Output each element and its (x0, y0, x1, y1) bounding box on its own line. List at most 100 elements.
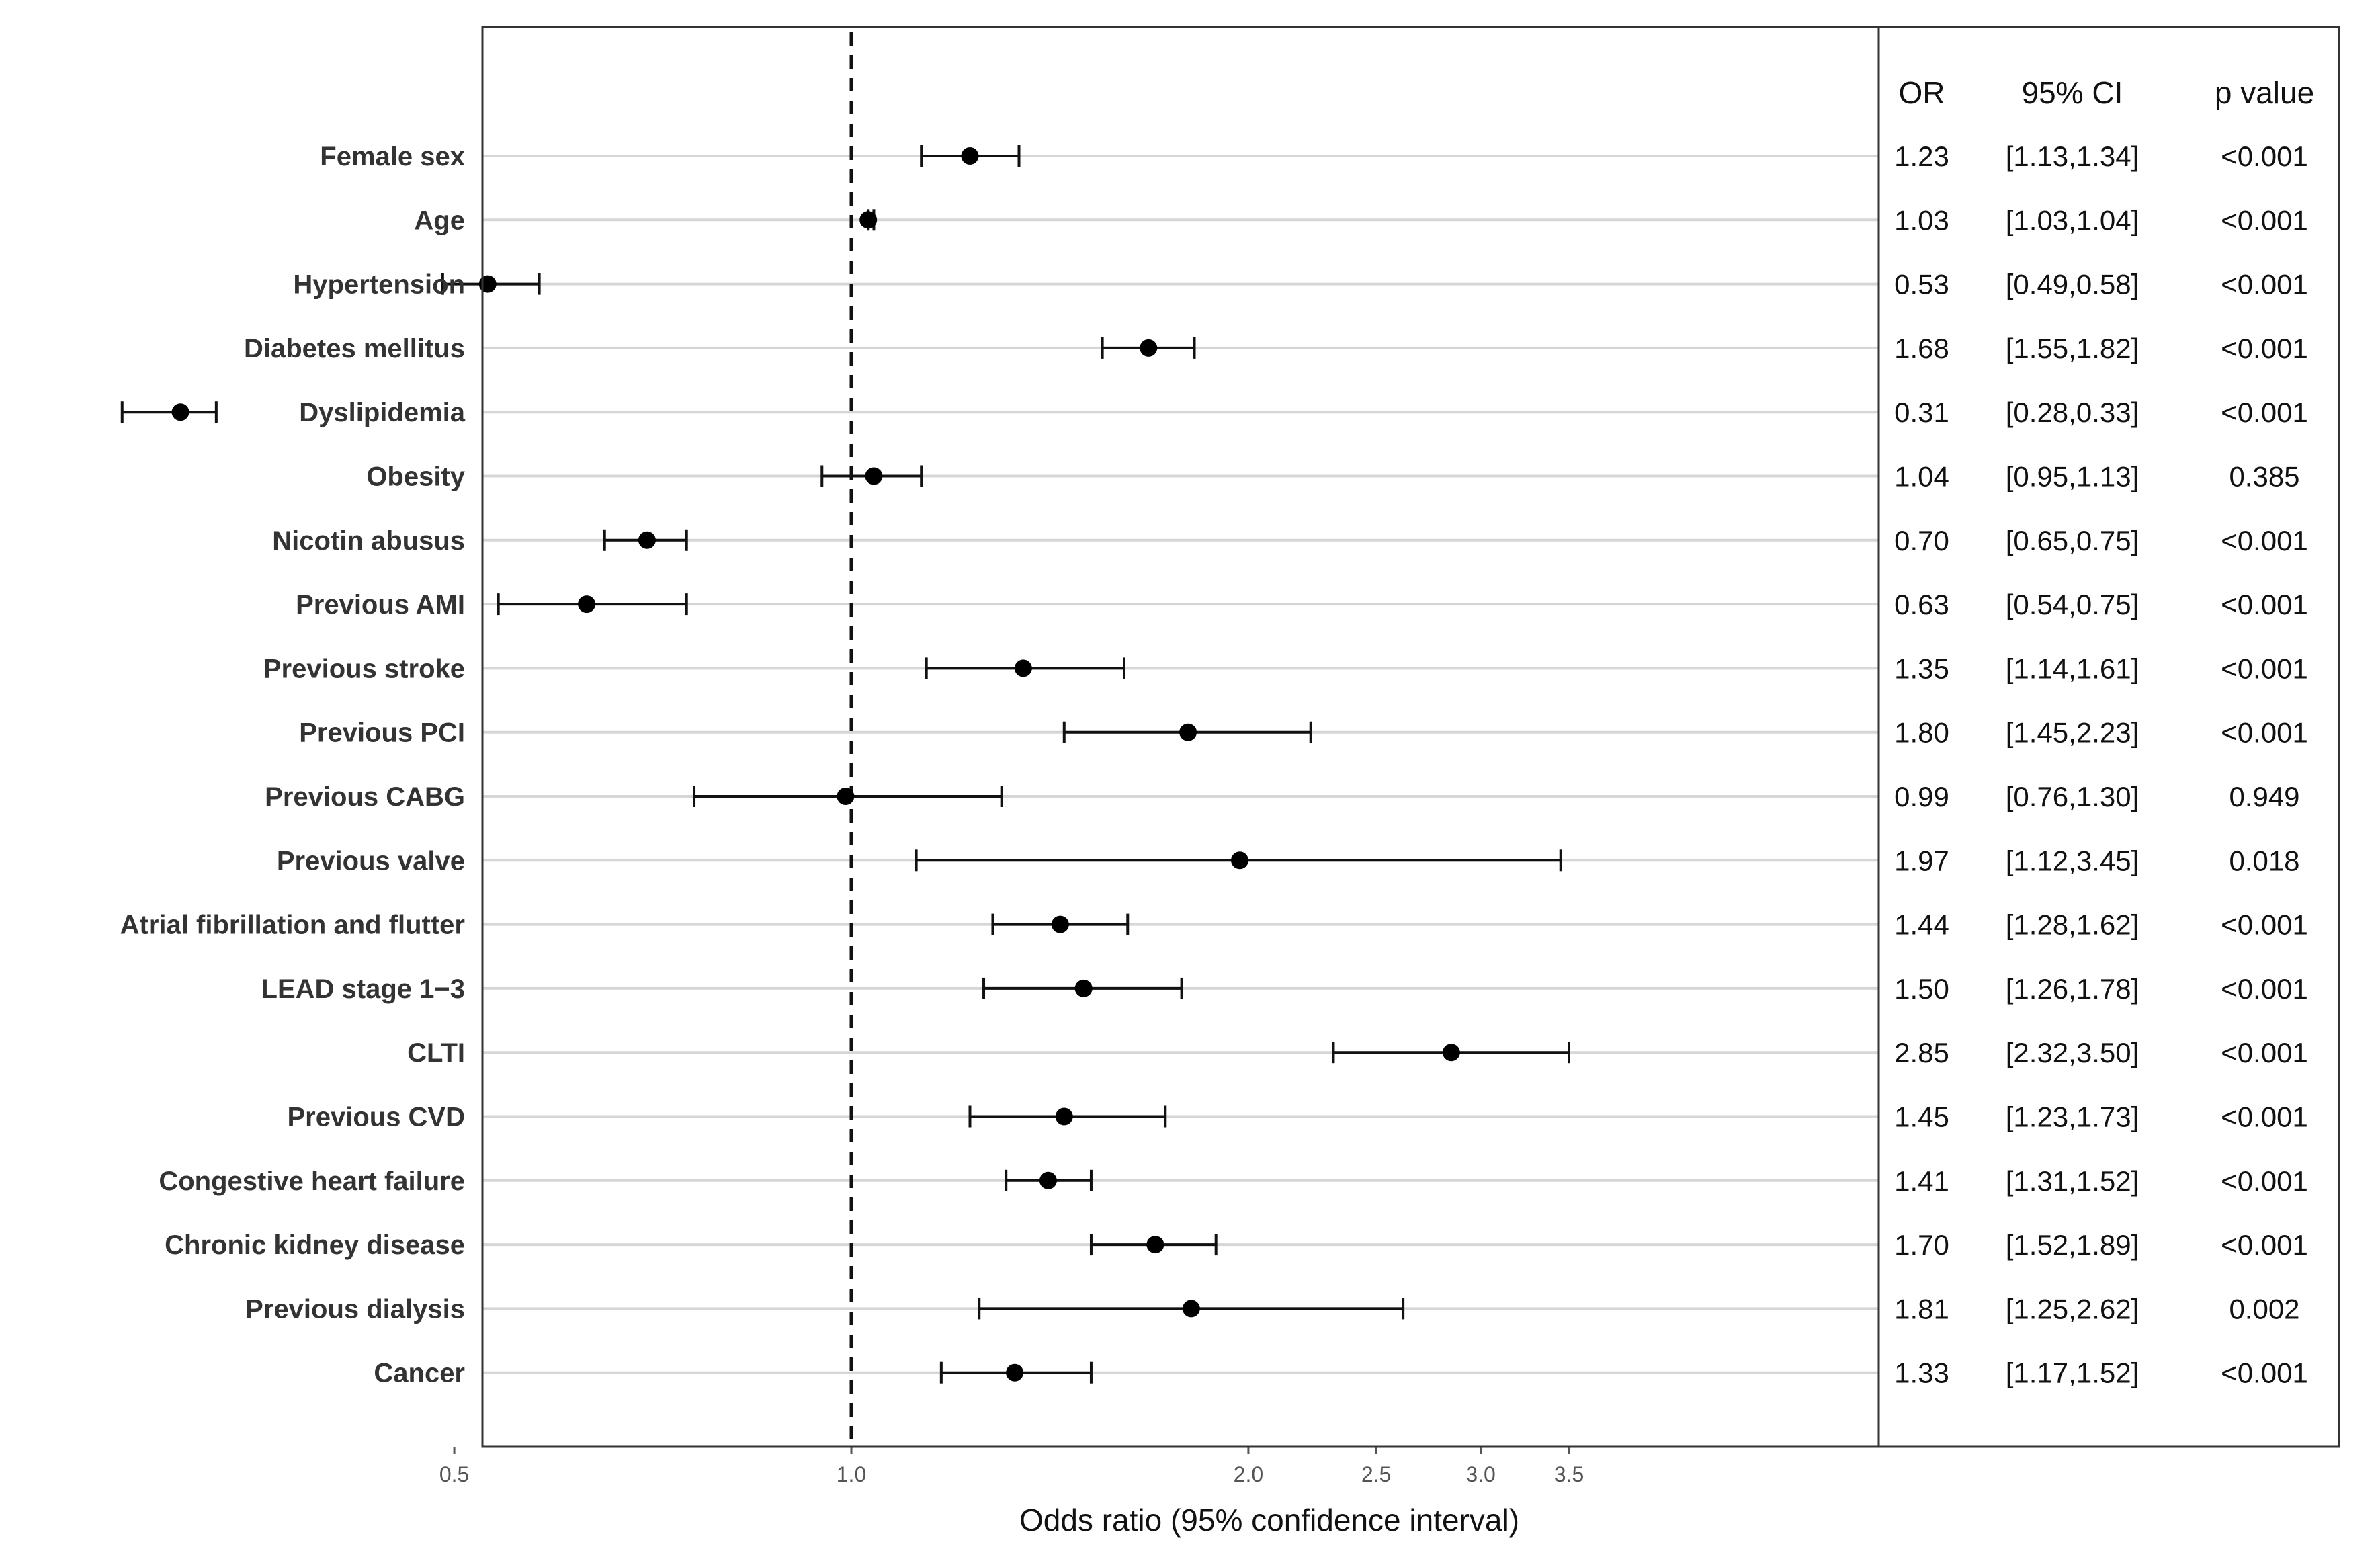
row-label: Chronic kidney disease (165, 1230, 465, 1260)
or-point (1051, 915, 1069, 933)
row-label: Hypertension (293, 270, 465, 300)
row-label: Dyslipidemia (299, 398, 466, 427)
x-tick-label: 3.0 (1465, 1462, 1495, 1486)
p-value: <0.001 (2221, 973, 2308, 1005)
row-label: Congestive heart failure (159, 1167, 465, 1196)
or-point (1055, 1107, 1073, 1126)
or-point (1074, 979, 1093, 997)
x-tick-label: 1.0 (837, 1462, 866, 1486)
or-value: 2.85 (1894, 1037, 1949, 1068)
row-label: Previous AMI (296, 590, 465, 620)
or-value: 1.68 (1894, 333, 1949, 364)
p-value: <0.001 (2221, 333, 2308, 364)
p-value: <0.001 (2221, 525, 2308, 556)
ci-value: [0.49,0.58] (2006, 269, 2139, 300)
ci-value: [1.12,3.45] (2006, 845, 2139, 876)
p-value: <0.001 (2221, 1165, 2308, 1197)
ci-value: [0.28,0.33] (2006, 396, 2139, 428)
row-labels: Female sex Age Hypertension Diabetes mellit… (120, 142, 466, 1388)
or-point (837, 788, 855, 805)
or-point (1140, 339, 1158, 357)
ci-value: [0.65,0.75] (2006, 525, 2139, 556)
or-point (1231, 851, 1249, 870)
ci-value: [1.52,1.89] (2006, 1229, 2139, 1261)
row-label: Nicotin abusus (272, 526, 465, 556)
or-point (1146, 1236, 1164, 1254)
x-tick-label: 3.5 (1554, 1462, 1584, 1486)
ci-value: [1.55,1.82] (2006, 333, 2139, 364)
p-value: <0.001 (2221, 717, 2308, 749)
or-point (578, 595, 596, 614)
ci-column-header: 95% CI (2022, 75, 2123, 110)
or-value: 0.53 (1894, 269, 1949, 300)
p-value: <0.001 (2221, 1101, 2308, 1133)
x-axis-label: Odds ratio (95% confidence interval) (1019, 1503, 1519, 1538)
or-point (171, 403, 189, 421)
row-label: Previous dialysis (245, 1294, 465, 1324)
p-value: 0.385 (2229, 461, 2299, 493)
or-point (1006, 1363, 1024, 1382)
or-point (865, 467, 883, 485)
row-label: Cancer (374, 1359, 465, 1388)
ci-value: [1.45,2.23] (2006, 717, 2139, 749)
ci-value: [1.28,1.62] (2006, 909, 2139, 941)
or-value: 0.70 (1894, 525, 1949, 556)
ci-value: [1.03,1.04] (2006, 204, 2139, 236)
p-value: <0.001 (2221, 1229, 2308, 1261)
or-value: 1.03 (1894, 204, 1949, 236)
p-value: 0.018 (2229, 845, 2299, 876)
p-value: <0.001 (2221, 1037, 2308, 1068)
ci-value: [1.25,2.62] (2006, 1293, 2139, 1324)
or-point (1179, 723, 1197, 741)
row-label: CLTI (407, 1038, 465, 1068)
p-value: <0.001 (2221, 204, 2308, 236)
or-value: 1.45 (1894, 1101, 1949, 1133)
row-label: Diabetes mellitus (244, 334, 465, 364)
or-point (1014, 659, 1032, 677)
or-value: 1.97 (1894, 845, 1949, 876)
or-value: 1.35 (1894, 653, 1949, 684)
row-label: Obesity (366, 462, 465, 492)
or-value: 1.41 (1894, 1165, 1949, 1197)
or-point (859, 211, 878, 229)
or-value: 1.50 (1894, 973, 1949, 1005)
or-value: 1.81 (1894, 1293, 1949, 1324)
row-label: Previous PCI (299, 718, 465, 748)
ci-value: [1.31,1.52] (2006, 1165, 2139, 1197)
or-point (961, 147, 979, 165)
ci-value: [1.17,1.52] (2006, 1357, 2139, 1389)
ci-value: [1.23,1.73] (2006, 1101, 2139, 1133)
or-value: 1.44 (1894, 909, 1949, 941)
p-value: <0.001 (2221, 396, 2308, 428)
or-value: 1.70 (1894, 1229, 1949, 1261)
p-column-header: p value (2215, 75, 2314, 110)
or-value: 0.99 (1894, 781, 1949, 812)
ci-marks (120, 145, 1571, 1384)
p-value: <0.001 (2221, 269, 2308, 300)
p-value: <0.001 (2221, 653, 2308, 684)
x-tick-label: 2.5 (1361, 1462, 1391, 1486)
ci-value: [0.76,1.30] (2006, 781, 2139, 812)
row-label: Previous valve (277, 846, 465, 876)
row-label: Age (414, 206, 465, 235)
plot-frame (481, 26, 2340, 1448)
ci-value: [0.95,1.13] (2006, 461, 2139, 493)
x-tick-label: 2.0 (1234, 1462, 1263, 1486)
stats-table: OR 95% CI p value 1.23 [1.13,1.34] <0.001 1… (1894, 75, 2314, 1389)
ci-value: [1.14,1.61] (2006, 653, 2139, 684)
ci-value: [2.32,3.50] (2006, 1037, 2139, 1068)
or-value: 0.63 (1894, 589, 1949, 620)
or-point (638, 531, 656, 549)
p-value: <0.001 (2221, 909, 2308, 941)
p-value: <0.001 (2221, 1357, 2308, 1389)
or-point (1039, 1171, 1057, 1189)
or-value: 1.04 (1894, 461, 1949, 493)
row-label: LEAD stage 1−3 (261, 974, 465, 1004)
row-label: Atrial fibrillation and flutter (120, 911, 465, 940)
p-value: <0.001 (2221, 589, 2308, 620)
ci-value: [0.54,0.75] (2006, 589, 2139, 620)
row-label: Female sex (320, 142, 465, 171)
or-value: 1.23 (1894, 140, 1949, 172)
row-label: Previous CVD (287, 1103, 465, 1132)
